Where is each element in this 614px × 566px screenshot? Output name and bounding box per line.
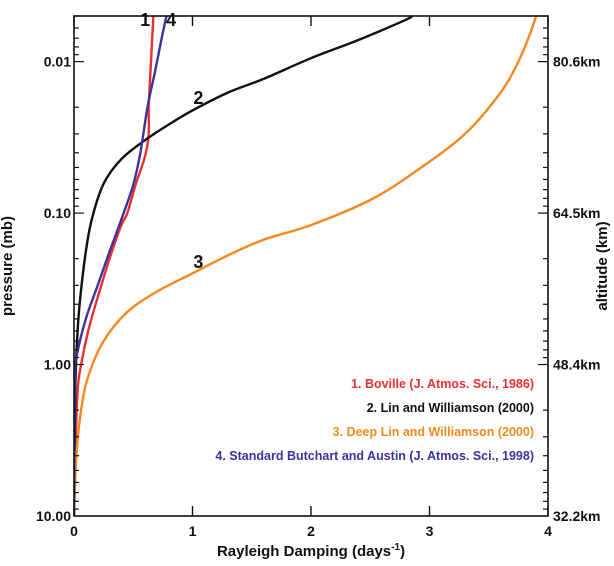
legend-entry-1: 1. Boville (J. Atmos. Sci., 1986): [351, 377, 534, 391]
y-tick-label: 1.00: [44, 357, 71, 373]
x-axis-title-main: Rayleigh Damping (days: [217, 543, 391, 560]
x-tick-label: 3: [426, 523, 434, 539]
x-tick-label: 1: [189, 523, 197, 539]
y-tick-label: 10.00: [36, 508, 71, 524]
legend: 1. Boville (J. Atmos. Sci., 1986) 2. Lin …: [215, 377, 534, 463]
right-tick-label: 32.2km: [553, 508, 600, 524]
x-tick-label: 2: [307, 523, 315, 539]
ticks-layer: 0 1 2 3 4 0.01 0.10 1.00 10.00 80.6km 64.5km 48.4km…: [36, 15, 600, 539]
right-axis-title: altitude (km): [594, 221, 611, 310]
series-layer: [74, 16, 538, 516]
y-tick-label: 0.10: [44, 205, 71, 221]
x-axis-title-suffix: ): [400, 543, 405, 560]
legend-entry-2: 2. Lin and Williamson (2000): [367, 401, 534, 415]
curve-label-2: 2: [193, 88, 203, 108]
x-axis-title: Rayleigh Damping (days-1): [217, 542, 405, 560]
x-tick-label: 0: [70, 523, 78, 539]
right-tick-label: 64.5km: [553, 205, 600, 221]
legend-entry-3: 3. Deep Lin and Williamson (2000): [333, 425, 534, 439]
curve-label-4: 4: [166, 10, 176, 30]
plot-frame: [73, 15, 549, 517]
y-axis-title: pressure (mb): [0, 216, 16, 316]
series-line-4: [74, 16, 168, 516]
curve-labels-layer: 1 2 3 4: [140, 10, 203, 272]
series-line-2: [74, 16, 413, 516]
curve-label-3: 3: [193, 252, 203, 272]
x-axis-title-superscript: -1: [391, 542, 400, 553]
series-line-1: [74, 16, 155, 516]
x-tick-label: 4: [544, 523, 552, 539]
y-tick-label: 0.01: [44, 54, 71, 70]
right-tick-label: 48.4km: [553, 357, 600, 373]
right-tick-label: 80.6km: [553, 54, 600, 70]
curve-label-1: 1: [140, 10, 150, 30]
legend-entry-4: 4. Standard Butchart and Austin (J. Atmo…: [215, 449, 534, 463]
series-line-3: [74, 16, 538, 516]
